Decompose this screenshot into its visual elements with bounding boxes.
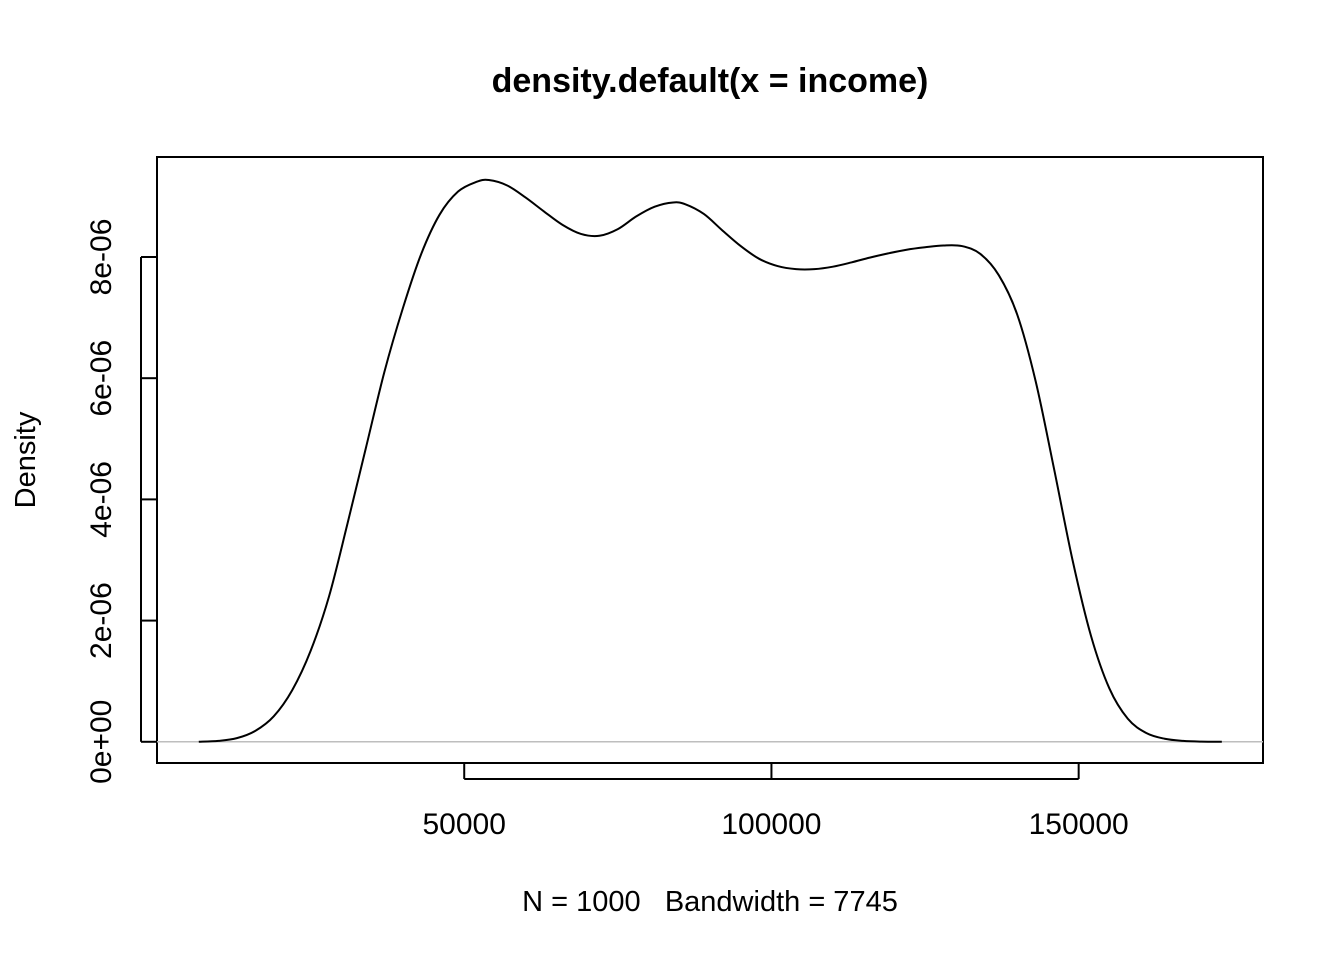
plot-frame (156, 156, 1264, 764)
y-tick-label: 2e-06 (85, 582, 118, 659)
x-axis-label: N = 1000 Bandwidth = 7745 (522, 886, 898, 918)
x-axis: 50000 100000 150000 (423, 763, 1129, 841)
density-line (198, 178, 1222, 743)
y-axis-label: Density (10, 411, 42, 508)
chart-title: density.default(x = income) (492, 62, 929, 100)
y-tick-label: 4e-06 (85, 461, 118, 538)
x-tick-label: 50000 (423, 808, 506, 841)
x-tick-label: 100000 (721, 808, 821, 841)
y-tick-label: 0e+00 (85, 700, 118, 784)
y-tick-label: 6e-06 (85, 340, 118, 417)
y-tick-label: 8e-06 (85, 219, 118, 296)
y-axis: 0e+00 2e-06 4e-06 6e-06 8e-06 (85, 219, 157, 784)
x-tick-label: 150000 (1029, 808, 1129, 841)
